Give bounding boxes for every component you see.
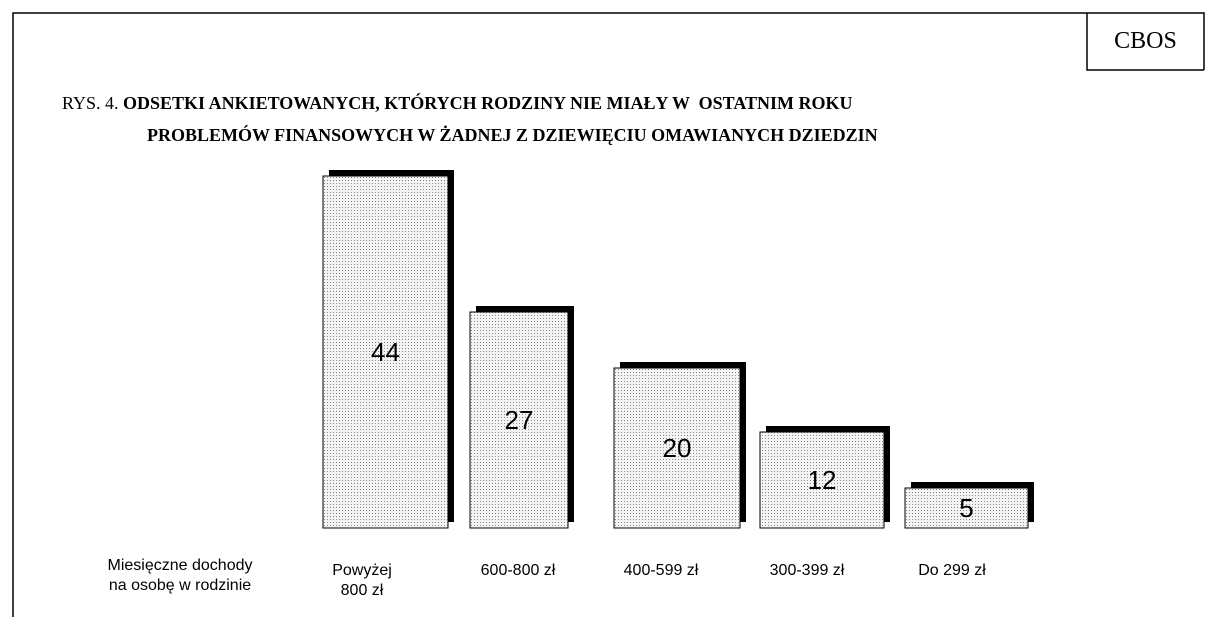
bar [759,431,885,529]
source-box [1086,13,1204,71]
bar [322,175,449,529]
x-axis-label-line: na osobę w rodzinie [108,577,252,594]
title: ODSETKI ANKIETOWANYCH, KTÓRYCH RODZINY N… [123,93,853,113]
x-tick-label: Powyżej 800 zł [332,562,392,599]
x-tick-label: 300-399 zł [769,562,845,579]
figure-label: RYS. 4. [62,93,119,113]
data-label: 27 [504,405,534,435]
x-tick-label: 600-800 zł [480,562,556,579]
data-label: 12 [807,465,837,495]
bar [469,311,569,529]
x-axis-label-line: Miesięczne dochody [107,557,253,574]
x-tick-label: 400-599 zł [623,562,699,579]
data-label: 44 [371,337,400,367]
bar [613,367,741,529]
title-line: RYS. 4. ODSETKI ANKIETOWANYCH, KTÓRYCH R… [62,93,853,114]
frame [12,12,1205,617]
x-axis-label: Miesięczne dochody na osobę w rodzinie [70,556,290,596]
bar [904,487,1029,529]
data-label: 20 [662,433,692,463]
title: PROBLEMÓW FINANSOWYCH W ŻADNEJ Z DZIEWIĘ… [147,125,878,145]
x-tick-label: Do 299 zł [918,562,986,579]
source: CBOS [1114,28,1177,54]
data-label: 5 [959,493,974,523]
